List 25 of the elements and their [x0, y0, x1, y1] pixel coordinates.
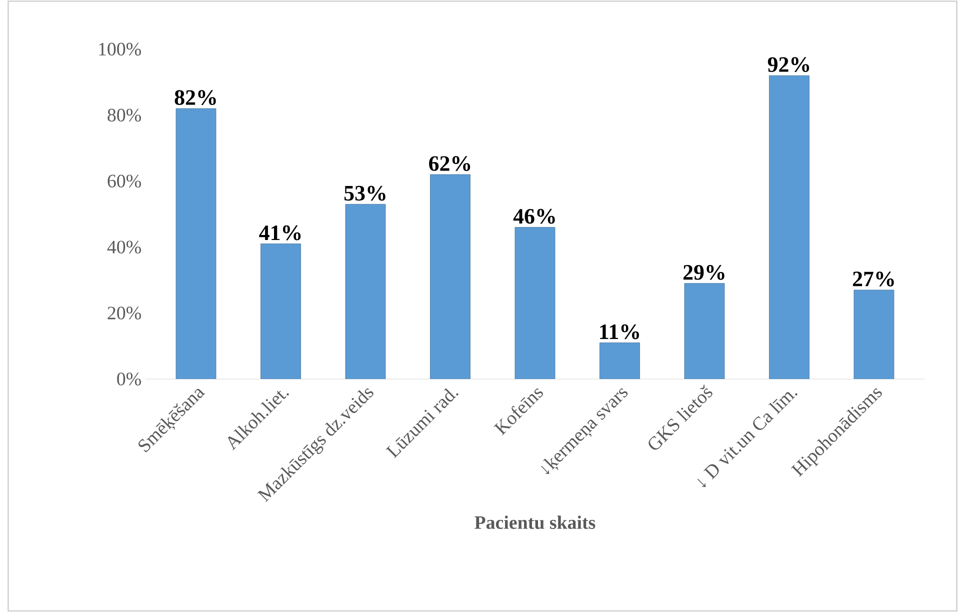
y-tick-label: 0%: [117, 372, 141, 386]
x-axis-title: Pacientu skaits: [474, 516, 596, 529]
data-label: 27%: [852, 272, 894, 286]
bar: [769, 75, 810, 379]
y-tick-label: 80%: [108, 108, 141, 122]
data-label: 41%: [259, 225, 301, 240]
data-label: 53%: [344, 186, 386, 201]
y-tick-label: 100%: [99, 42, 141, 56]
data-label: 62%: [429, 156, 470, 171]
data-label: 92%: [768, 57, 810, 72]
data-label: 46%: [513, 208, 555, 224]
bar: [854, 290, 894, 379]
y-tick-label: 20%: [108, 306, 141, 320]
y-tick-label: 60%: [108, 174, 141, 188]
bar: [345, 204, 386, 379]
data-label: 29%: [683, 264, 724, 280]
data-label: 82%: [174, 90, 216, 105]
bar: [514, 227, 556, 379]
bar: [260, 244, 301, 379]
bar: [684, 283, 725, 379]
bar: [430, 174, 470, 379]
bar: [176, 108, 216, 379]
bar: [600, 342, 640, 379]
y-tick-label: 40%: [107, 240, 141, 254]
data-label: 11%: [600, 324, 639, 340]
